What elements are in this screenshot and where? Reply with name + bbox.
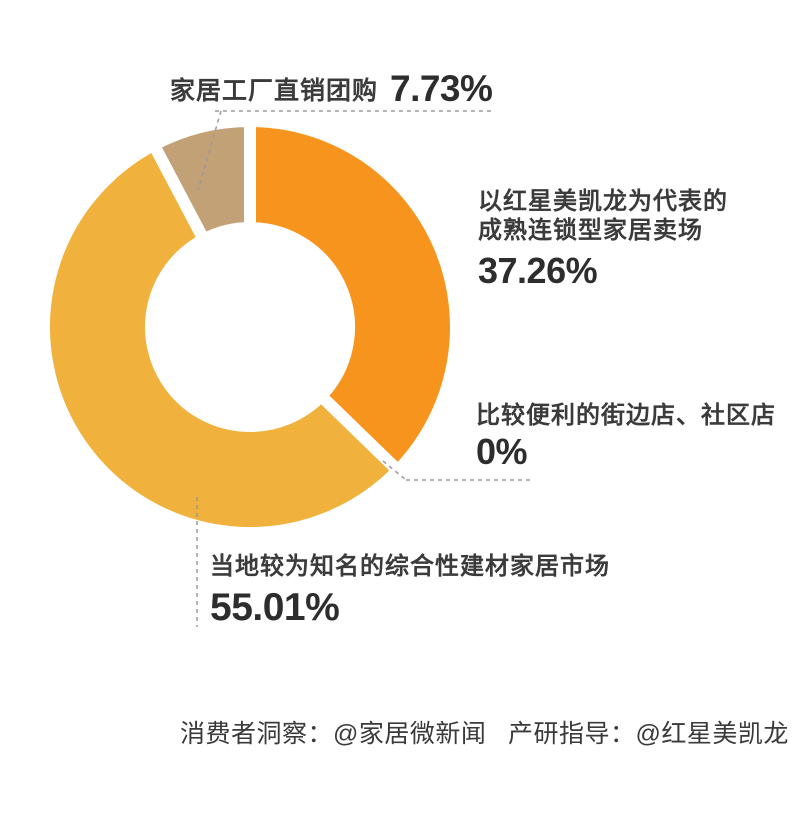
callout-local-value: 55.01% (210, 586, 340, 629)
donut-segment-3 (147, 115, 256, 246)
callout-chain-value: 37.26% (478, 250, 598, 291)
callout-factory-label: 家居工厂直销团购 (170, 77, 379, 105)
leader-line-street-slant (382, 460, 407, 481)
callout-chain-label-line2: 成熟连锁型家居卖场 (478, 217, 703, 244)
callout-local-label: 当地较为知名的综合性建材家居市场 (210, 553, 610, 580)
footer-consumer-insight: 消费者洞察：@家居微新闻 (180, 720, 487, 748)
donut-segment-0 (244, 115, 462, 477)
callout-chain-label-line1: 以红星美凯龙为代表的 (478, 188, 728, 215)
callout-factory-value: 7.73% (390, 68, 493, 109)
callout-street-value: 0% (476, 431, 528, 472)
leader-lines (196, 110, 533, 627)
footer-research-guidance: 产研指导：@红星美凯龙 (508, 720, 789, 748)
leader-line-factory-slant (197, 110, 222, 191)
donut-segment-2 (38, 138, 404, 539)
donut-segments (38, 115, 462, 539)
callout-street-label: 比较便利的街边店、社区店 (476, 402, 776, 429)
